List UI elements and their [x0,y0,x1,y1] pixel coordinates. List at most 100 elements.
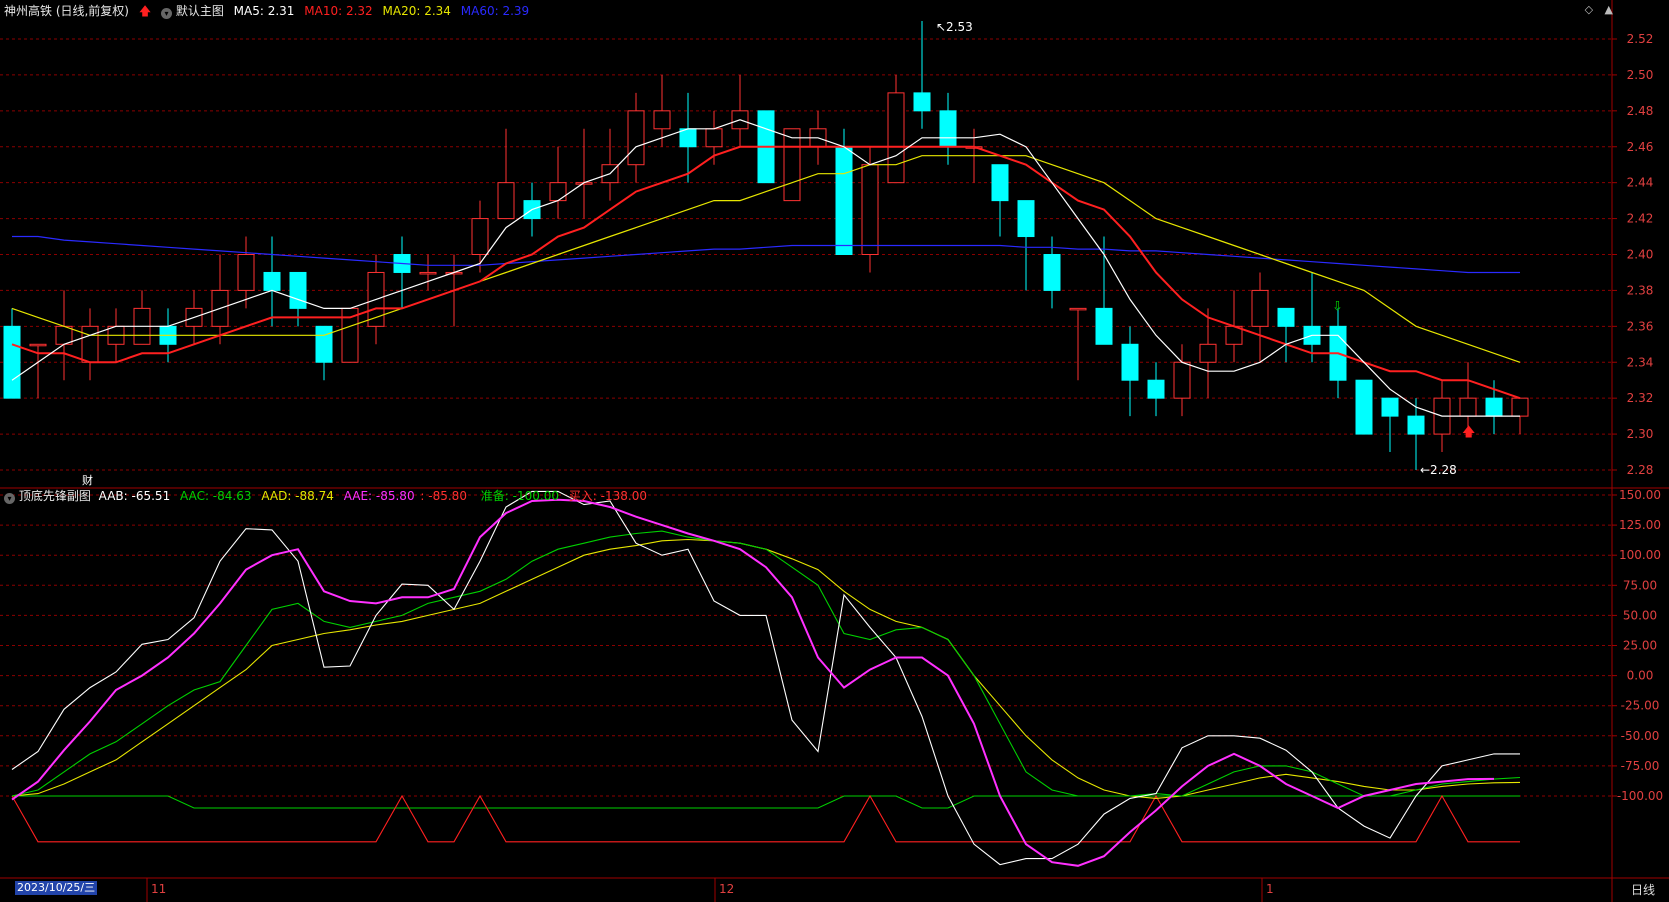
candle-up [1069,307,1087,311]
price-tick-label: 2.46 [1627,140,1654,154]
aac-value: AAC: -84.63 [180,489,252,503]
candle-down [913,92,931,112]
candle-down [1017,200,1035,238]
aad-value: AAD: -88.74 [261,489,334,503]
series-aae-line [11,498,1495,867]
candle-up [887,92,905,184]
candle-down [315,325,333,363]
candle-up [1459,397,1477,417]
price-tick-label: 2.44 [1627,176,1654,190]
ma20-value: MA20: 2.34 [382,4,451,18]
x-axis-label: 12 [719,882,734,896]
aab-value: AAB: -65.51 [98,489,171,503]
indicator-tick-label: -25.00 [1621,699,1660,713]
candle-up [1199,343,1217,363]
candle-down [1485,397,1503,417]
ma60-value: MA60: 2.39 [460,4,530,18]
candle-down [835,146,853,255]
price-tick-label: 2.32 [1627,391,1654,405]
candle-down [1095,307,1113,345]
candle-down [1277,307,1295,327]
candle-up [497,182,515,220]
timeframe-label[interactable]: 日线 [1630,883,1655,897]
indicator-tick-label: 75.00 [1623,578,1657,592]
high-price-label: ↖2.53 [936,20,973,34]
price-tick-label: 2.52 [1627,32,1654,46]
candle-up [55,325,73,345]
corner-controls: ◇ ▲ [1585,3,1613,16]
indicator-tick-label: 0.00 [1627,669,1654,683]
indicator-tick-label: 125.00 [1619,518,1661,532]
candle-down [289,271,307,309]
candle-up [783,128,801,202]
ma10-value: MA10: 2.32 [304,4,373,18]
candle-down [1121,343,1139,381]
x-axis-label: 1 [1266,882,1274,896]
cursor-date: 2023/10/25/三 [15,881,98,895]
candle-up [1173,361,1191,399]
price-tick-label: 2.40 [1627,248,1654,262]
price-tick-label: 2.42 [1627,212,1654,226]
diamond-icon[interactable]: ◇ [1584,3,1594,16]
indicator-tick-label: -100.00 [1617,789,1663,803]
indicator-tick-label: -75.00 [1621,759,1660,773]
candle-up [705,128,723,148]
prep-value: 准备: -100.00 [480,489,559,503]
candle-up [237,254,255,291]
candle-up [419,271,437,275]
ma60-line [12,235,1520,274]
indicator-tick-label: -50.00 [1621,729,1660,743]
sub-indicator-menu-icon[interactable]: ▾ [4,493,15,504]
sub-chart-header: ▾ 顶底先锋副图 AAB: -65.51 AAC: -84.63 AAD: -8… [4,487,647,504]
candle-down [679,128,697,148]
financial-marker[interactable]: 财 [82,474,93,487]
aae-value: AAE: -85.80 [343,489,415,503]
indicator-tick-label: 25.00 [1623,639,1657,653]
candle-down [1381,397,1399,417]
indicator-tick-label: 150.00 [1619,488,1661,502]
buy-signal-arrow-icon: 🡅 [1462,425,1475,440]
indicator-menu[interactable]: 默认主图 [175,4,224,18]
ma5-line [11,119,1520,417]
candle-up [81,325,99,363]
stock-title[interactable]: 神州高铁 (日线,前复权) [4,4,129,18]
candle-down [263,271,281,291]
sub-indicator-title[interactable]: 顶底先锋副图 [18,489,91,503]
ma20-line [11,155,1521,363]
candle-up [1251,289,1269,327]
price-tick-label: 2.38 [1627,283,1654,297]
indicator-menu-icon[interactable]: ▾ [161,8,172,19]
candle-down [939,110,957,148]
candle-down [1355,379,1373,435]
price-tick-label: 2.34 [1627,355,1654,369]
ma5-value: MA5: 2.31 [233,4,295,18]
candle-up [627,110,645,166]
series-准备-line [12,795,1520,809]
candle-down [991,164,1009,202]
main-chart-header: 神州高铁 (日线,前复权) 🡅 ▾ 默认主图 MA5: 2.31 MA10: 2… [4,2,529,23]
up-arrow-icon: 🡅 [138,4,152,18]
scroll-up-icon[interactable]: ▲ [1604,3,1613,16]
indicator-tick-label: 50.00 [1623,608,1657,622]
candle-up [861,164,879,255]
candle-up [1511,397,1529,417]
aae-extra-value: : -85.80 [420,489,467,503]
price-tick-label: 2.48 [1627,104,1654,118]
candle-up [29,343,47,347]
series-aab-line [11,490,1520,866]
candle-up [471,218,489,255]
sell-signal-arrow-icon: ⇩ [1332,299,1343,314]
candle-down [1043,254,1061,291]
price-tick-label: 2.30 [1627,427,1654,441]
price-tick-label: 2.50 [1627,68,1654,82]
series-买入-line [11,794,1520,843]
indicator-tick-label: 100.00 [1619,548,1661,562]
candle-down [3,325,21,399]
low-price-label: ←2.28 [1420,463,1457,477]
x-axis-label: 11 [151,882,166,896]
series-aac-line [11,530,1521,797]
candle-down [1147,379,1165,399]
ma10-line [11,145,1521,400]
candle-down [1407,415,1425,435]
